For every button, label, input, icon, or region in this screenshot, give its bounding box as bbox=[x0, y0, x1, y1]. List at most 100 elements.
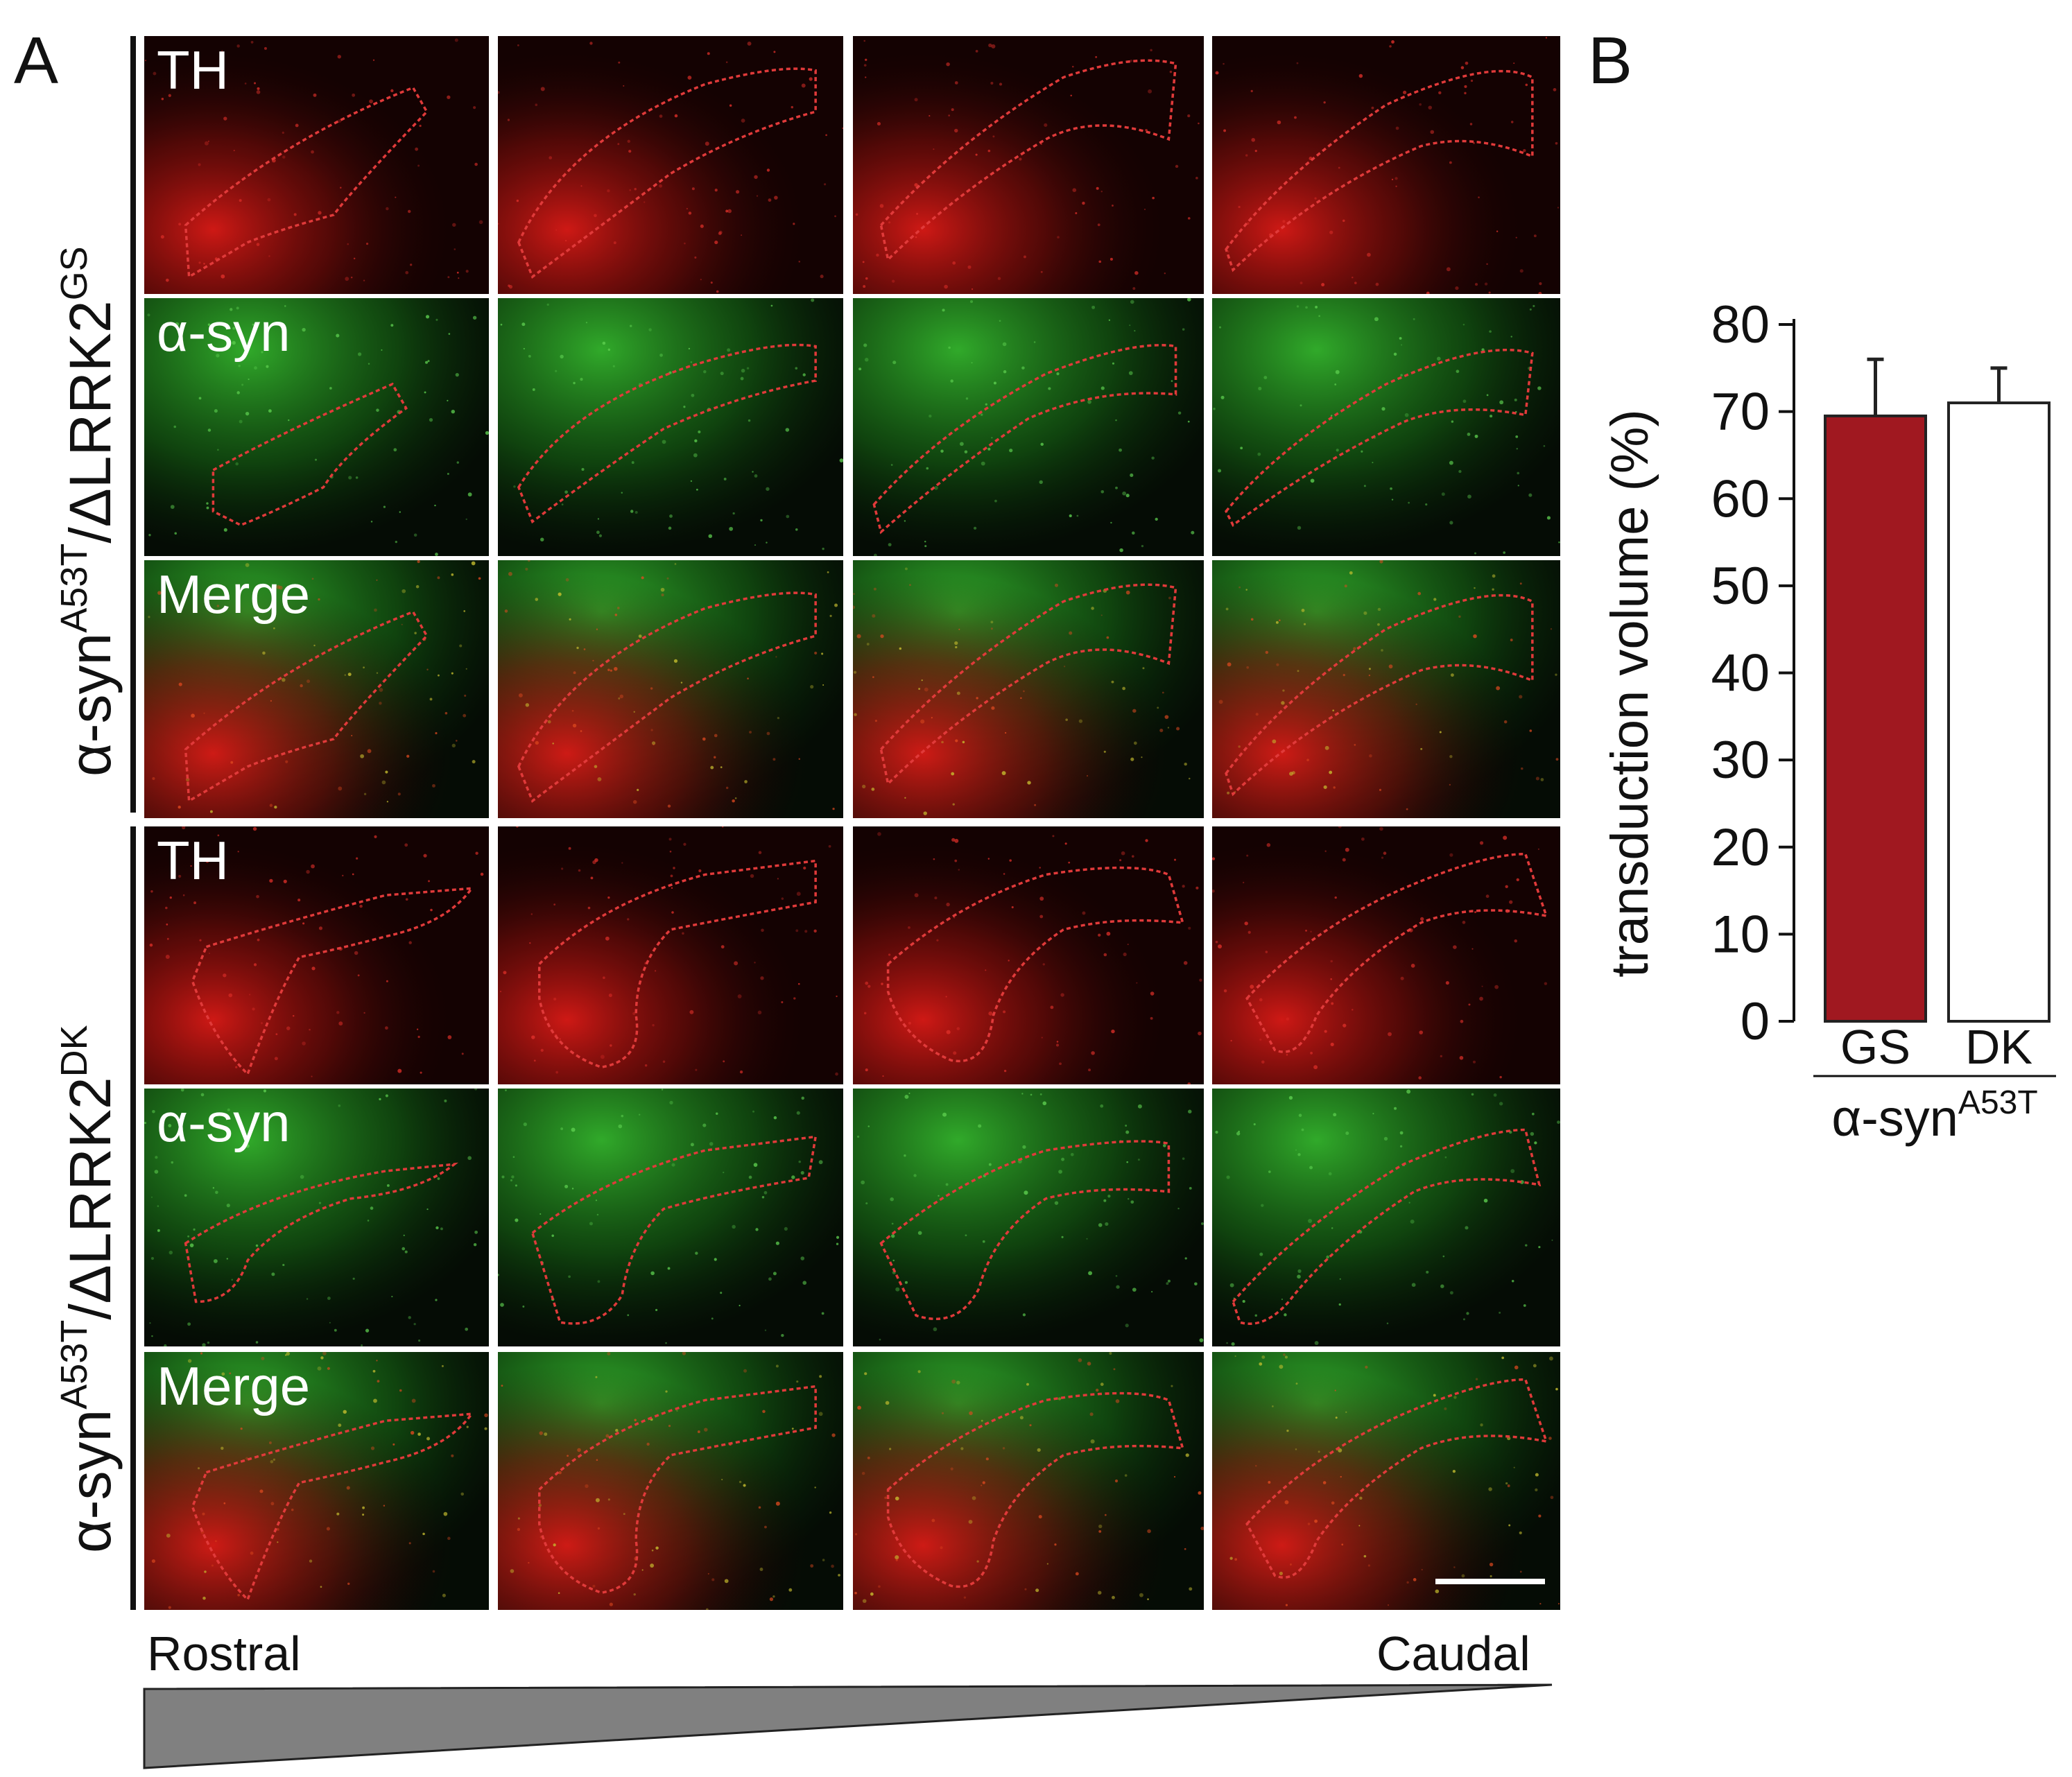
group-label: α-synA53T bbox=[1831, 1084, 2037, 1147]
region-outline bbox=[184, 1162, 458, 1303]
micrograph-image bbox=[853, 1089, 1204, 1346]
bar-dk bbox=[1947, 401, 2051, 1023]
micrograph-tile-r3-c2 bbox=[498, 560, 843, 818]
speckle-texture bbox=[148, 560, 481, 813]
green-signal bbox=[853, 298, 1204, 556]
y-tick-label: 50 bbox=[1711, 557, 1770, 616]
micrograph-tile-r4-c1: TH bbox=[144, 826, 489, 1084]
bars: GS DK bbox=[1824, 357, 2051, 1074]
red-signal bbox=[498, 36, 843, 294]
micrograph-image bbox=[1212, 826, 1560, 1084]
micrograph-tile-r5-c3 bbox=[853, 1089, 1204, 1346]
speckle-texture bbox=[1213, 304, 1560, 555]
region-outline bbox=[184, 610, 429, 804]
row-label-6: Merge bbox=[157, 1355, 311, 1416]
region-outline bbox=[530, 1135, 818, 1325]
speckle-texture bbox=[1212, 826, 1548, 1080]
speckle-texture bbox=[144, 38, 483, 282]
y-tick-label: 70 bbox=[1711, 383, 1770, 442]
region-outline bbox=[1225, 69, 1534, 272]
green-signal bbox=[1212, 298, 1560, 556]
x-tick-label-gs: GS bbox=[1840, 1020, 1910, 1074]
micrograph-tile-r6-c1: Merge bbox=[144, 1352, 489, 1610]
micrograph-tile-r4-c3 bbox=[853, 826, 1204, 1084]
bar-gs bbox=[1824, 414, 1927, 1023]
red-signal bbox=[1212, 36, 1560, 294]
micrograph-tile-r1-c2 bbox=[498, 36, 843, 294]
green-signal bbox=[1212, 1089, 1560, 1346]
micrograph-image bbox=[498, 560, 843, 818]
green-signal bbox=[144, 298, 489, 556]
transduction-volume-chart: transduction volume (%) 0 10 20 30 40 50 60 70 8… bbox=[1600, 295, 2056, 1147]
micrograph-image bbox=[144, 298, 489, 556]
region-outline bbox=[879, 583, 1177, 786]
green-signal bbox=[498, 1089, 843, 1346]
rostral-label: Rostral bbox=[147, 1627, 301, 1681]
micrograph-image bbox=[498, 1352, 843, 1610]
micrograph-tile-r3-c1: Merge bbox=[144, 560, 489, 818]
y-tick-label: 40 bbox=[1711, 644, 1770, 703]
red-signal bbox=[853, 826, 1204, 1084]
micrograph-image bbox=[144, 1089, 489, 1346]
micrograph-image bbox=[853, 1352, 1204, 1610]
micrograph-tile-r3-c4 bbox=[1212, 560, 1560, 818]
y-axis-label: transduction volume (%) bbox=[1600, 409, 1659, 977]
red-signal bbox=[498, 826, 843, 1084]
speckle-texture bbox=[151, 1352, 488, 1609]
panel-letter-b: B bbox=[1588, 24, 1633, 98]
speckle-texture bbox=[147, 305, 489, 556]
speckle-texture bbox=[855, 40, 1200, 291]
micrograph-tile-r1-c1: TH bbox=[144, 36, 489, 294]
micrograph-tile-r2-c2 bbox=[498, 298, 843, 556]
micrograph-image bbox=[144, 36, 489, 294]
micrograph-image bbox=[144, 1352, 489, 1610]
speckle-texture bbox=[498, 41, 843, 293]
speckle-texture bbox=[1215, 1089, 1560, 1346]
micrograph-tile-r5-c1: α-syn bbox=[144, 1089, 489, 1346]
red-signal bbox=[1212, 826, 1560, 1084]
row-label-2: α-syn bbox=[157, 302, 291, 363]
micrograph-tile-r4-c2 bbox=[498, 826, 843, 1084]
group-label-gs: α-synA53T/ΔLRRK2GS bbox=[53, 246, 123, 777]
region-outline bbox=[211, 382, 408, 527]
region-outline bbox=[191, 887, 474, 1077]
region-outline bbox=[872, 344, 1177, 535]
speckle-texture bbox=[504, 560, 838, 811]
y-tick-label: 20 bbox=[1711, 818, 1770, 877]
row-label-4: TH bbox=[157, 830, 229, 891]
region-outline bbox=[538, 859, 817, 1068]
row-label-5: α-syn bbox=[157, 1092, 291, 1153]
speckle-texture bbox=[863, 832, 1202, 1084]
panel-letter-a: A bbox=[14, 24, 59, 98]
green-signal bbox=[144, 1089, 489, 1346]
y-ticks: 0 10 20 30 40 50 60 70 80 bbox=[1711, 295, 1794, 1051]
micrograph-image bbox=[853, 36, 1204, 294]
micrograph-image bbox=[498, 826, 843, 1084]
micrograph-tile-r6-c4 bbox=[1212, 1352, 1560, 1610]
micrograph-image bbox=[853, 560, 1204, 818]
red-signal bbox=[144, 36, 489, 294]
x-tick-label-dk: DK bbox=[1965, 1020, 2032, 1074]
micrograph-tile-r2-c3 bbox=[853, 298, 1204, 556]
row-label-3: Merge bbox=[157, 564, 311, 625]
speckle-texture bbox=[857, 1092, 1204, 1342]
micrograph-tile-r4-c4 bbox=[1212, 826, 1560, 1084]
group-bar-dk bbox=[130, 826, 136, 1610]
region-outline bbox=[1245, 852, 1548, 1053]
group-bar-gs bbox=[130, 36, 136, 813]
micrograph-image bbox=[1212, 298, 1560, 556]
region-outline bbox=[1232, 1128, 1542, 1325]
red-signal bbox=[144, 560, 489, 818]
red-signal bbox=[1212, 1352, 1560, 1610]
green-signal bbox=[498, 298, 843, 556]
region-outline bbox=[886, 866, 1185, 1063]
micrograph-image bbox=[853, 826, 1204, 1084]
micrograph-image bbox=[1212, 1352, 1560, 1610]
micrograph-tile-r2-c4 bbox=[1212, 298, 1560, 556]
region-outline bbox=[517, 343, 817, 524]
micrograph-image bbox=[144, 560, 489, 818]
speckle-texture bbox=[853, 567, 1191, 815]
micrograph-image bbox=[144, 826, 489, 1084]
region-outline bbox=[1225, 593, 1534, 797]
wedge-shape bbox=[143, 1683, 1553, 1769]
